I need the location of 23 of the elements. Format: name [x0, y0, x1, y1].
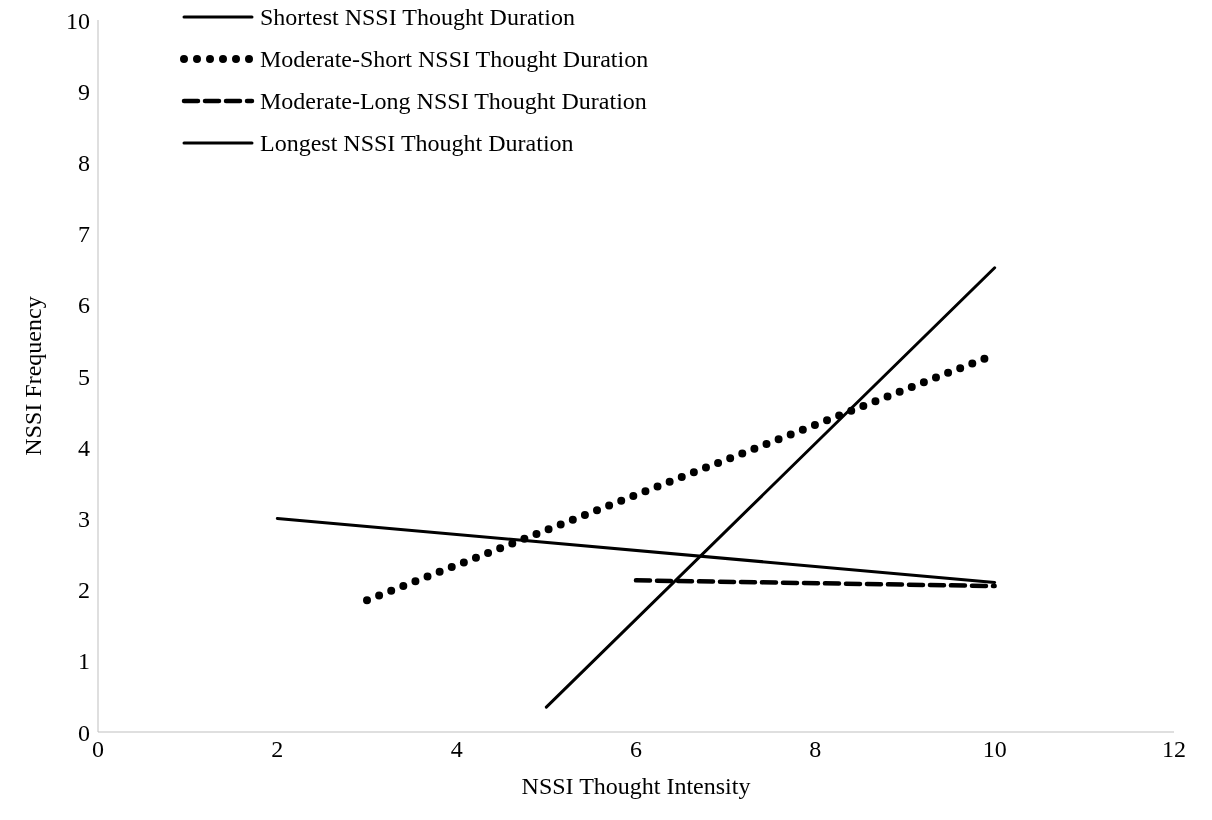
- x-axis-title: NSSI Thought Intensity: [521, 773, 751, 799]
- y-tick-label: 4: [78, 434, 90, 461]
- y-tick-label: 8: [78, 149, 90, 176]
- y-tick-label: 2: [78, 577, 90, 604]
- y-tick-label: 3: [78, 505, 90, 532]
- legend-label: Longest NSSI Thought Duration: [260, 129, 574, 158]
- x-tick-label: 4: [450, 736, 463, 763]
- y-tick-label: 9: [78, 78, 90, 105]
- x-tick-label: 8: [809, 736, 822, 763]
- y-tick-label: 1: [78, 648, 90, 675]
- x-tick-label: 10: [982, 736, 1007, 763]
- x-tick-label: 2: [271, 736, 284, 763]
- y-tick-label: 5: [78, 363, 90, 390]
- x-tick-label: 12: [1162, 736, 1186, 763]
- legend-label: Moderate-Long NSSI Thought Duration: [260, 87, 647, 116]
- y-tick-label: 0: [78, 719, 90, 746]
- legend-label: Moderate-Short NSSI Thought Duration: [260, 45, 649, 74]
- y-tick-label: 10: [66, 7, 90, 34]
- y-tick-label: 6: [78, 292, 90, 319]
- y-tick-label: 7: [78, 221, 90, 248]
- y-axis-title: NSSI Frequency: [19, 296, 46, 456]
- legend-label: Shortest NSSI Thought Duration: [260, 3, 575, 32]
- x-tick-label: 6: [630, 736, 642, 763]
